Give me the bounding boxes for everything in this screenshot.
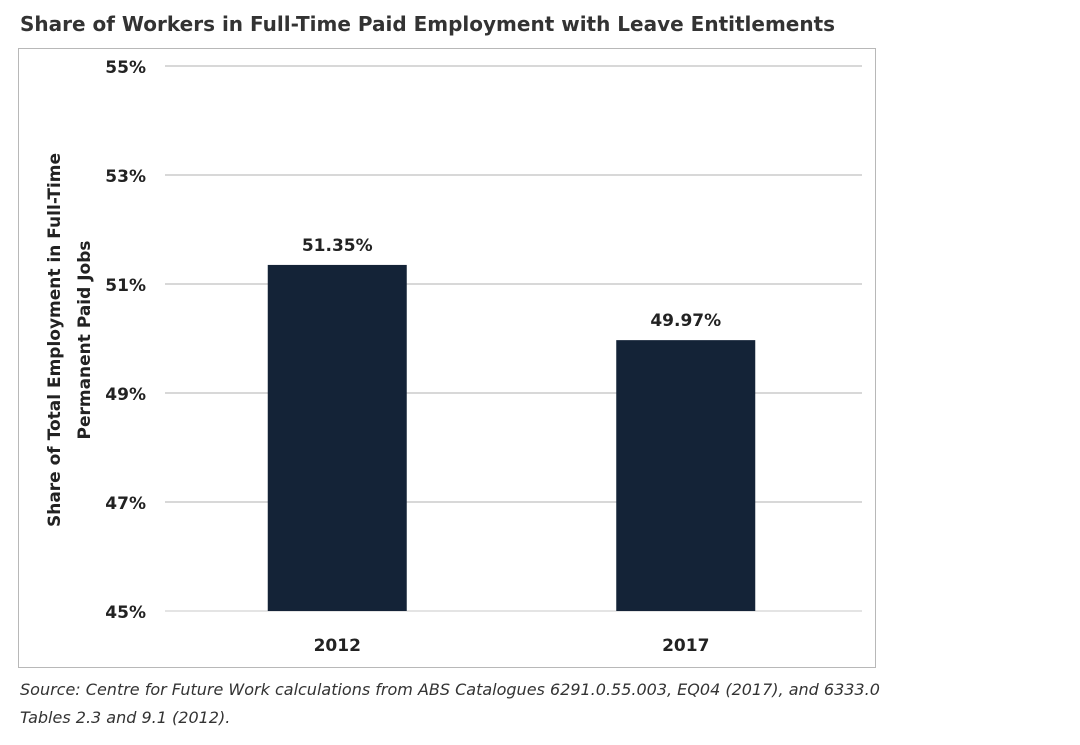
x-tick-label: 2012: [314, 636, 361, 656]
y-tick-label: 47%: [105, 494, 146, 514]
chart-title: Share of Workers in Full-Time Paid Emplo…: [20, 12, 836, 36]
value-labels: 51.35% 49.97%: [302, 236, 721, 331]
y-tick-label: 49%: [105, 385, 146, 405]
bars: [267, 264, 756, 611]
bar-value-label: 49.97%: [650, 311, 721, 331]
bar: [267, 264, 407, 611]
y-tick-label: 53%: [105, 167, 146, 187]
y-tick-label: 55%: [105, 58, 146, 78]
y-axis-label-line2: Permanent Paid Jobs: [75, 240, 95, 439]
x-tick-label: 2017: [662, 636, 709, 656]
source-line-1: Source: Centre for Future Work calculati…: [20, 680, 880, 699]
y-tick-label: 51%: [105, 276, 146, 296]
bar: [616, 340, 756, 611]
source-note: Source: Centre for Future Work calculati…: [20, 676, 1020, 732]
bar-value-label: 51.35%: [302, 236, 373, 256]
y-tick-label: 45%: [105, 603, 146, 623]
y-axis-ticks: 45% 47% 49% 51% 53% 55%: [105, 58, 146, 623]
y-axis-label-line1: Share of Total Employment in Full-Time: [45, 153, 65, 527]
source-line-2: Tables 2.3 and 9.1 (2012).: [20, 708, 231, 727]
x-axis-labels: 2012 2017: [314, 636, 710, 656]
chart-frame: [18, 48, 876, 668]
